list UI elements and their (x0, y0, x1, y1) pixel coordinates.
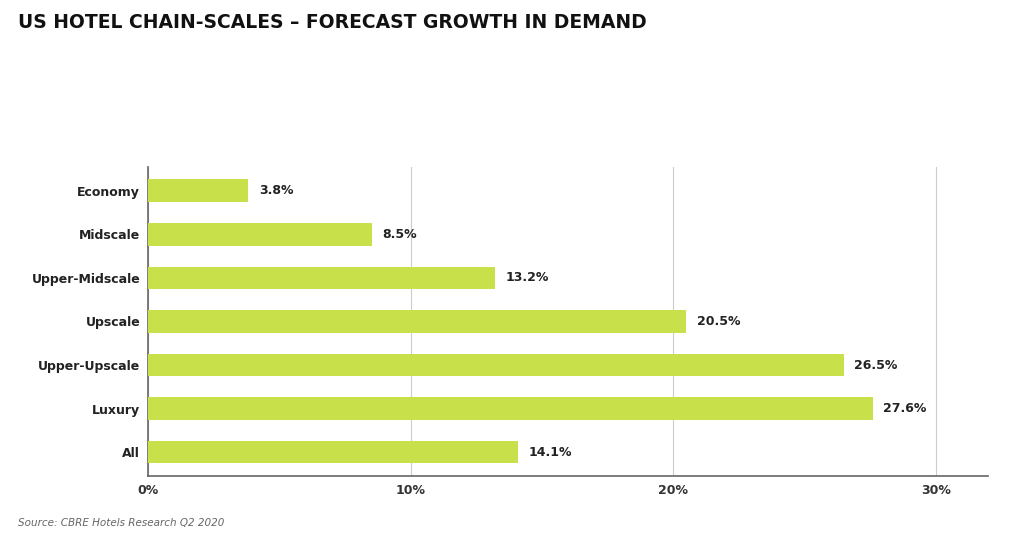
Text: 3.8%: 3.8% (259, 184, 293, 197)
Bar (148, 310, 686, 333)
Text: 20.5%: 20.5% (697, 315, 740, 328)
Bar (148, 179, 248, 202)
Bar (148, 397, 872, 420)
Bar (148, 441, 518, 464)
Text: 26.5%: 26.5% (854, 358, 898, 372)
Text: 13.2%: 13.2% (505, 271, 549, 285)
Bar (148, 223, 372, 246)
Text: 8.5%: 8.5% (382, 228, 417, 241)
Bar (148, 266, 495, 289)
Text: 14.1%: 14.1% (529, 445, 572, 459)
Text: 27.6%: 27.6% (883, 402, 927, 415)
Text: Source: CBRE Hotels Research Q2 2020: Source: CBRE Hotels Research Q2 2020 (18, 518, 225, 528)
Text: US HOTEL CHAIN-SCALES – FORECAST GROWTH IN DEMAND: US HOTEL CHAIN-SCALES – FORECAST GROWTH … (18, 13, 647, 32)
Text: Compound Annual Forecast Growth in Demand:  2020 to 2024: Compound Annual Forecast Growth in Deman… (31, 60, 465, 73)
Bar (148, 353, 844, 377)
